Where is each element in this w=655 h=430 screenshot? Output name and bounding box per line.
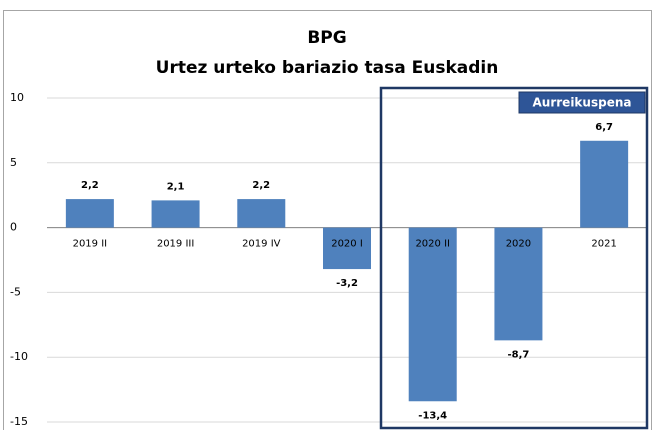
value-label: -3,2 — [336, 278, 358, 289]
value-label: 2,1 — [167, 181, 185, 192]
annotation: Aurreikuspena — [533, 96, 632, 110]
y-tick-label: -10 — [10, 350, 28, 363]
bar — [494, 227, 543, 341]
plot-area: -15 -10 -5 0 5 10 2019 II 2,2 2019 III 2,1 2019 IV… — [10, 91, 647, 428]
value-label: 2,2 — [81, 180, 99, 191]
bar — [580, 140, 629, 228]
y-tick-label: -5 — [10, 285, 21, 298]
value-label: 2,2 — [252, 180, 270, 191]
x-tick-label: 2019 IV — [242, 239, 281, 250]
x-tick-label: 2020 — [506, 239, 531, 250]
chart-title: BPG — [307, 28, 346, 48]
x-tick-label: 2021 — [591, 239, 616, 250]
value-label: 6,7 — [595, 122, 613, 133]
x-tick-label: 2020 II — [415, 239, 450, 250]
bar — [237, 199, 286, 228]
y-tick-label: -15 — [10, 415, 28, 428]
x-tick-label: 2019 II — [73, 239, 108, 250]
annotation-box — [518, 91, 646, 114]
bar — [65, 199, 114, 228]
chart-subtitle: Urtez urteko bariazio tasa Euskadin — [156, 58, 499, 78]
y-tick-label: 5 — [10, 156, 17, 169]
y-tick-label: 0 — [10, 221, 17, 234]
x-tick-label: 2020 I — [331, 239, 363, 250]
bar — [323, 227, 371, 270]
value-label: -13,4 — [418, 410, 447, 421]
bar — [408, 227, 457, 402]
forecast-highlight — [379, 86, 649, 430]
value-label: -8,7 — [507, 349, 529, 360]
bar — [151, 200, 200, 228]
x-tick-label: 2019 III — [157, 239, 194, 250]
y-tick-label: 10 — [10, 91, 24, 104]
